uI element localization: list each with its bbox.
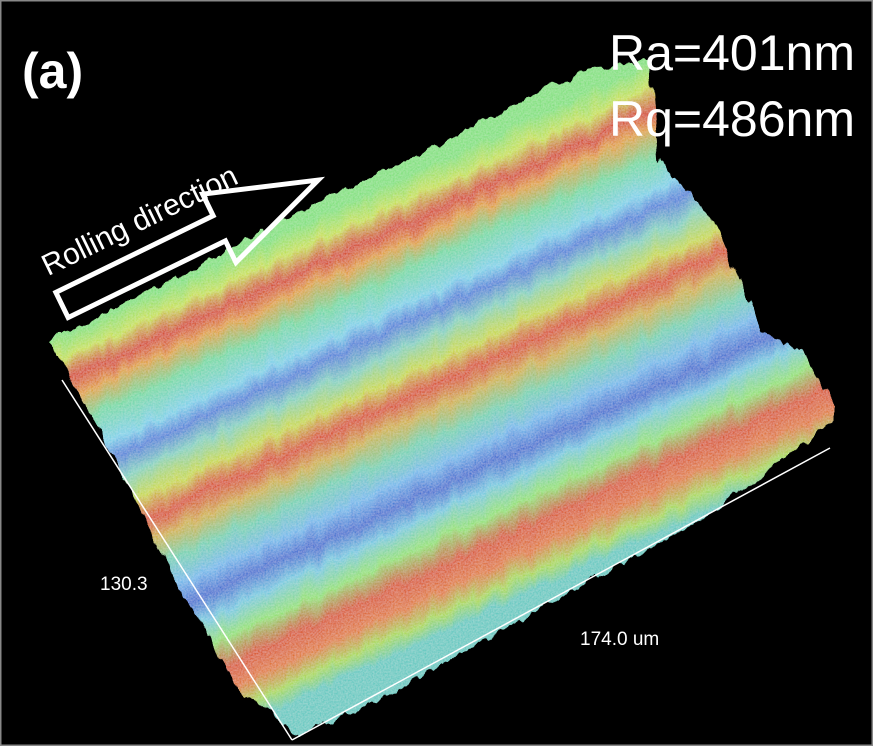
axis-x-label: 174.0 um [580, 629, 659, 650]
ra-value: Ra=401nm [609, 25, 855, 81]
panel-label: (a) [22, 43, 83, 99]
figure: 130.3 174.0 um Rolling direction (a) Ra=… [0, 0, 873, 746]
page: 130.3 174.0 um Rolling direction (a) Ra=… [0, 0, 873, 746]
rq-value: Rq=486nm [609, 91, 855, 147]
axis-y-label: 130.3 [100, 574, 148, 595]
